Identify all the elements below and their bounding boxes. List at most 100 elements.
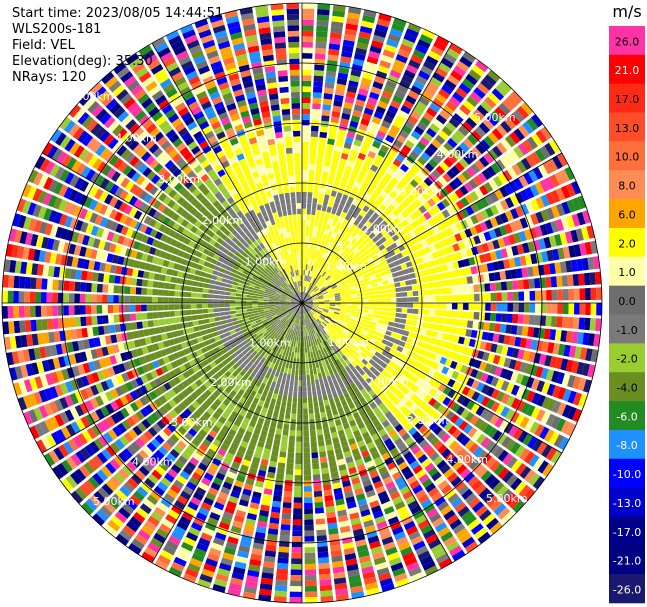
velocity-cell [317, 262, 322, 269]
velocity-cell [362, 112, 372, 121]
velocity-cell [584, 317, 591, 331]
velocity-cell [124, 286, 131, 294]
velocity-cell [352, 303, 358, 306]
velocity-cell [343, 380, 350, 387]
velocity-cell [450, 476, 462, 488]
velocity-cell [469, 91, 482, 103]
velocity-cell [217, 329, 225, 335]
velocity-cell [340, 293, 346, 297]
velocity-cell [351, 186, 359, 194]
velocity-cell [24, 305, 31, 318]
velocity-cell [418, 248, 426, 256]
velocity-cell [319, 187, 326, 195]
velocity-cell [418, 263, 426, 271]
velocity-cell [52, 292, 58, 303]
velocity-cell [363, 303, 369, 306]
velocity-cell [357, 236, 365, 244]
velocity-cell [376, 262, 383, 269]
velocity-cell [394, 350, 401, 358]
velocity-cell [315, 42, 327, 49]
velocity-cell [372, 314, 379, 319]
velocity-cell [425, 418, 435, 428]
velocity-cell [362, 365, 369, 373]
velocity-cell [190, 304, 197, 309]
velocity-cell [323, 295, 330, 299]
velocity-cell [573, 317, 580, 330]
velocity-cell [279, 535, 290, 542]
velocity-cell [323, 265, 328, 272]
velocity-cell [312, 231, 317, 238]
velocity-cell [475, 212, 484, 223]
velocity-cell [582, 332, 590, 346]
velocity-cell [529, 303, 536, 313]
velocity-cell [334, 294, 341, 298]
velocity-cell [185, 304, 191, 310]
velocity-cell [537, 460, 549, 474]
velocity-cell [461, 121, 473, 133]
velocity-cell [335, 209, 342, 217]
velocity-cell [336, 329, 343, 335]
velocity-cell [379, 393, 388, 402]
velocity-cell [391, 433, 400, 442]
velocity-cell [484, 283, 491, 292]
velocity-cell [46, 292, 53, 303]
velocity-cell [505, 370, 514, 381]
velocity-cell [319, 233, 324, 240]
velocity-cell [581, 257, 589, 271]
velocity-cell [466, 320, 474, 329]
velocity-cell [327, 289, 333, 293]
velocity-cell [319, 366, 325, 373]
velocity-cell [398, 323, 406, 330]
velocity-cell [330, 374, 336, 381]
velocity-cell [385, 269, 392, 275]
velocity-cell [585, 303, 591, 316]
velocity-cell [519, 337, 527, 348]
velocity-cell [388, 283, 396, 289]
velocity-cell [470, 163, 481, 174]
velocity-cell [427, 173, 437, 183]
velocity-cell [387, 105, 399, 114]
velocity-cell [314, 407, 320, 414]
velocity-cell [368, 239, 375, 247]
velocity-cell [414, 125, 425, 136]
velocity-cell [313, 192, 319, 199]
velocity-cell [302, 301, 308, 303]
velocity-cell [302, 25, 314, 31]
velocity-cell [315, 312, 320, 317]
velocity-cell [377, 65, 390, 74]
velocity-cell [494, 106, 507, 119]
velocity-cell [85, 282, 92, 292]
velocity-cell [398, 461, 408, 471]
velocity-cell [326, 143, 334, 151]
velocity-cell [164, 318, 171, 325]
velocity-cell [546, 289, 552, 301]
velocity-cell [381, 406, 390, 415]
velocity-cell [360, 333, 367, 339]
velocity-cell [303, 430, 309, 437]
velocity-cell [479, 341, 487, 350]
velocity-cell [328, 330, 334, 336]
velocity-cell [385, 153, 395, 163]
velocity-cell [384, 233, 392, 241]
velocity-cell [324, 305, 330, 308]
velocity-cell [107, 294, 114, 303]
velocity-cell [302, 352, 305, 359]
velocity-cell [377, 365, 384, 373]
velocity-cell [379, 343, 387, 350]
velocity-cell [362, 431, 371, 440]
velocity-cell [446, 262, 454, 271]
velocity-cell [435, 295, 441, 302]
velocity-cell [445, 227, 454, 236]
velocity-cell [342, 107, 352, 115]
velocity-cell [489, 414, 500, 425]
velocity-cell [450, 133, 462, 145]
velocity-cell [306, 380, 311, 387]
velocity-cell [304, 552, 316, 559]
velocity-cell [341, 387, 348, 394]
velocity-cell [423, 60, 436, 71]
velocity-cell [302, 75, 312, 81]
velocity-cell [296, 352, 300, 359]
velocity-cell [401, 308, 408, 313]
velocity-cell [303, 414, 309, 420]
velocity-cell [439, 161, 450, 172]
